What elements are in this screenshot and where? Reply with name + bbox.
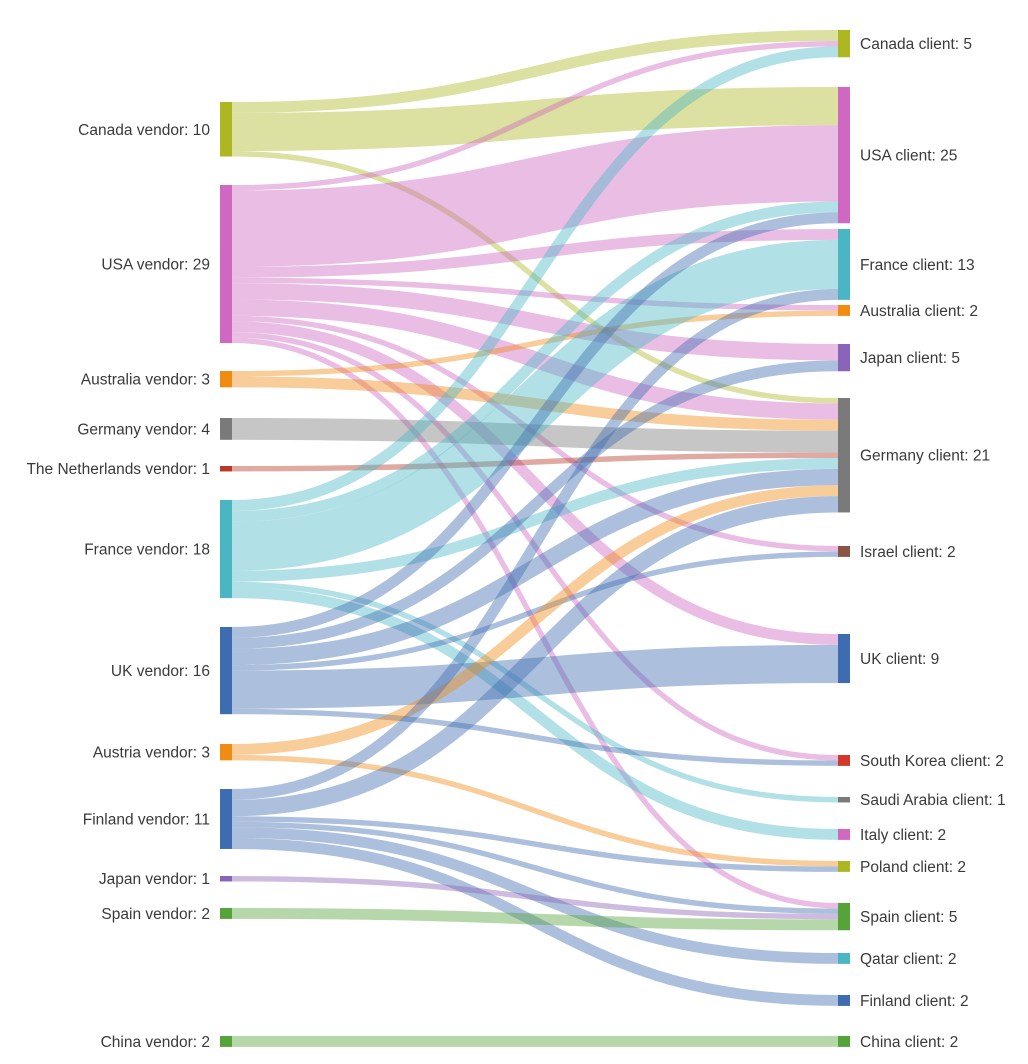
france-vendor-node: [220, 500, 232, 599]
uk-vendor-node: [220, 627, 232, 715]
flow-france-vendor-to-saudi_arabia-client: [231, 581, 839, 803]
flow-france-vendor-to-france-client: [231, 239, 839, 571]
france-vendor-label: France vendor: 18: [84, 542, 210, 559]
flow-australia-vendor-to-germany-client: [231, 376, 839, 431]
australia-client-label: Australia client: 2: [860, 303, 978, 320]
japan-client-node: [838, 344, 850, 372]
spain-client-node: [838, 903, 850, 931]
spain-vendor-label: Spain vendor: 2: [101, 906, 210, 923]
flow-usa-vendor-to-germany-client: [231, 299, 839, 420]
flow-uk-vendor-to-japan-client: [231, 360, 839, 649]
usa-client-label: USA client: 25: [860, 148, 957, 165]
israel-client-node: [838, 546, 850, 557]
flow-netherlands-vendor-to-germany-client: [231, 452, 839, 472]
finland-vendor-node: [220, 789, 232, 849]
flow-france-vendor-to-canada-client: [231, 46, 839, 511]
canada-client-node: [838, 30, 850, 58]
china-client-label: China client: 2: [860, 1034, 958, 1051]
flow-usa-vendor-to-spain-client: [231, 337, 839, 909]
japan-vendor-node: [220, 876, 232, 882]
australia-client-node: [838, 305, 850, 316]
australia-vendor-label: Australia vendor: 3: [81, 372, 210, 389]
flow-france-vendor-to-usa-client: [231, 201, 839, 522]
finland-vendor-label: Finland vendor: 11: [83, 811, 210, 828]
poland-client-label: Poland client: 2: [860, 859, 966, 876]
netherlands-vendor-node: [220, 466, 232, 472]
flow-usa-vendor-to-uk-client: [231, 321, 839, 645]
flow-austria-vendor-to-germany-client: [231, 485, 839, 755]
flow-usa-vendor-to-south_korea-client: [231, 332, 839, 761]
saudi_arabia-client-label: Saudi Arabia client: 1: [860, 792, 1006, 809]
japan-client-label: Japan client: 5: [860, 350, 960, 367]
flow-canada-vendor-to-usa-client: [231, 87, 839, 152]
usa-client-node: [838, 87, 850, 224]
flow-uk-vendor-to-israel-client: [231, 551, 839, 671]
flow-uk-vendor-to-south_korea-client: [231, 708, 839, 766]
austria-vendor-node: [220, 744, 232, 761]
flow-germany-vendor-to-germany-client: [231, 418, 839, 453]
flow-finland-vendor-to-poland-client: [231, 816, 839, 872]
italy-client-label: Italy client: 2: [860, 827, 946, 844]
israel-client-label: Israel client: 2: [860, 544, 956, 561]
south_korea-client-label: South Korea client: 2: [860, 753, 1004, 770]
germany-vendor-label: Germany vendor: 4: [77, 421, 210, 438]
spain-vendor-node: [220, 908, 232, 919]
flow-uk-vendor-to-uk-client: [231, 644, 839, 709]
qatar-client-node: [838, 953, 850, 964]
usa-vendor-label: USA vendor: 29: [101, 257, 210, 274]
canada-vendor-label: Canada vendor: 10: [78, 122, 210, 139]
flow-usa-vendor-to-usa-client: [231, 125, 839, 267]
finland-client-label: Finland client: 2: [860, 993, 969, 1010]
china-client-node: [838, 1036, 850, 1047]
saudi_arabia-client-node: [838, 797, 850, 803]
spain-client-label: Spain client: 5: [860, 909, 957, 926]
finland-client-node: [838, 995, 850, 1006]
germany-client-node: [838, 398, 850, 513]
flow-spain-vendor-to-spain-client: [231, 908, 839, 931]
flow-finland-vendor-to-finland-client: [231, 838, 839, 1006]
netherlands-vendor-label: The Netherlands vendor: 1: [26, 461, 210, 478]
uk-vendor-label: UK vendor: 16: [111, 663, 210, 680]
flow-usa-vendor-to-canada-client: [231, 40, 839, 191]
flow-australia-vendor-to-australia-client: [231, 310, 839, 377]
china-vendor-label: China vendor: 2: [101, 1034, 210, 1051]
flow-finland-vendor-to-qatar-client: [231, 827, 839, 964]
flow-uk-vendor-to-usa-client: [231, 212, 839, 638]
italy-client-node: [838, 829, 850, 840]
flow-japan-vendor-to-spain-client: [231, 876, 839, 920]
flow-canada-vendor-to-germany-client: [231, 151, 839, 404]
japan-vendor-label: Japan vendor: 1: [99, 871, 210, 888]
flow-finland-vendor-to-germany-client: [231, 496, 839, 817]
south_korea-client-node: [838, 755, 850, 766]
uk-client-label: UK client: 9: [860, 651, 939, 668]
france-client-label: France client: 13: [860, 257, 975, 274]
china-vendor-node: [220, 1036, 232, 1047]
austria-vendor-label: Austria vendor: 3: [93, 745, 210, 762]
flow-usa-vendor-to-japan-client: [231, 283, 839, 361]
germany-vendor-node: [220, 418, 232, 440]
flow-finland-vendor-to-spain-client: [231, 821, 839, 914]
canada-client-label: Canada client: 5: [860, 36, 972, 53]
flow-uk-vendor-to-germany-client: [231, 468, 839, 666]
flow-austria-vendor-to-poland-client: [231, 754, 839, 867]
uk-client-node: [838, 634, 850, 684]
canada-vendor-node: [220, 102, 232, 157]
flow-france-vendor-to-germany-client: [231, 457, 839, 582]
flow-france-vendor-to-italy-client: [231, 587, 839, 840]
poland-client-node: [838, 861, 850, 872]
flow-canada-vendor-to-canada-client: [231, 30, 839, 113]
france-client-node: [838, 229, 850, 300]
flow-usa-vendor-to-france-client: [231, 229, 839, 278]
flow-finland-vendor-to-france-client: [231, 288, 839, 800]
qatar-client-label: Qatar client: 2: [860, 951, 957, 968]
germany-client-label: Germany client: 21: [860, 448, 990, 465]
usa-vendor-node: [220, 185, 232, 344]
flow-usa-vendor-to-israel-client: [231, 315, 839, 552]
australia-vendor-node: [220, 371, 232, 388]
flow-usa-vendor-to-australia-client: [231, 277, 839, 311]
